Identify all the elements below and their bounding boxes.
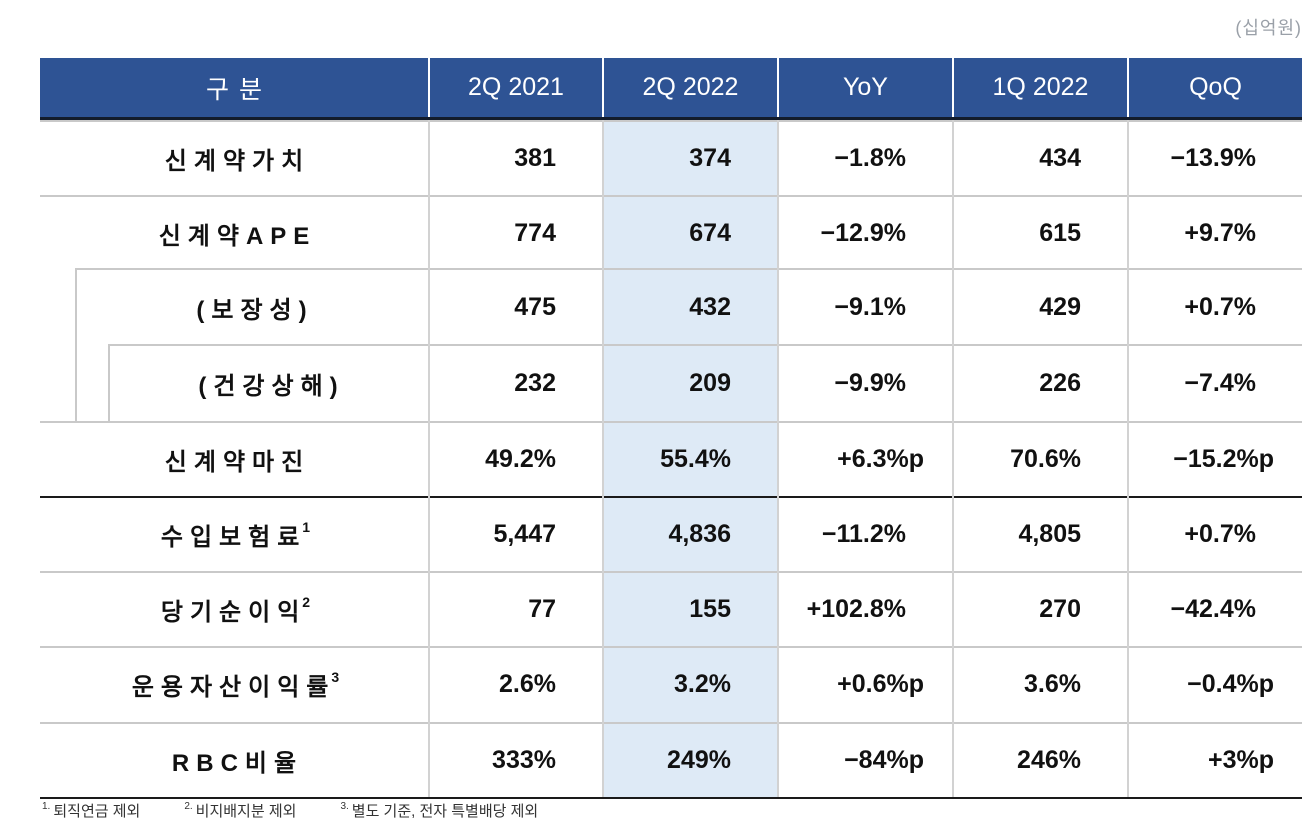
footnotes: 1. 퇴직연금 제외 2. 비지배지분 제외 3. 별도 기준, 전자 특별배당 제외 bbox=[42, 800, 538, 821]
row-label: 신계약마진 bbox=[164, 448, 311, 476]
unit-label: (십억원) bbox=[1235, 18, 1302, 38]
value-cell: −11.2% bbox=[821, 520, 906, 549]
value-cell: 475 bbox=[514, 293, 556, 322]
value-cell: −9.9% bbox=[834, 368, 906, 397]
value-cell: 333% bbox=[492, 745, 556, 774]
value-cell: 674 bbox=[689, 219, 731, 248]
footnote-item: 2. 비지배지분 제외 bbox=[184, 800, 296, 821]
value-cell: 155 bbox=[689, 595, 731, 624]
value-cell: 270 bbox=[1039, 595, 1081, 624]
value-cell: −13.9% bbox=[1170, 144, 1257, 173]
column-divider bbox=[952, 120, 954, 797]
value-cell: 381 bbox=[514, 144, 556, 173]
header-cell-1q2022: 1Q 2022 bbox=[952, 58, 1127, 117]
value-cell: −42.4% bbox=[1170, 595, 1257, 624]
row-label: (보장성) bbox=[196, 297, 314, 325]
row-label: 운용자산이익률 3 bbox=[131, 668, 340, 702]
table-row: 신계약가치 381 374 −1.8% 434 −13.9% bbox=[40, 120, 1302, 195]
footnote-item: 1. 퇴직연금 제외 bbox=[42, 800, 140, 821]
footnote-item: 3. 별도 기준, 전자 특별배당 제외 bbox=[340, 800, 538, 821]
footnote-marker: 2. bbox=[184, 801, 193, 812]
row-label: (건강상해) bbox=[198, 372, 345, 400]
row-label: RBC비율 bbox=[171, 749, 304, 777]
value-cell: +9.7% bbox=[1184, 219, 1256, 248]
value-cell: 374 bbox=[689, 144, 731, 173]
table-row: 신계약마진 49.2% 55.4% +6.3%p 70.6% −15.2%p bbox=[40, 420, 1302, 496]
value-cell: 246% bbox=[1017, 745, 1081, 774]
row-label: 신계약가치 bbox=[164, 148, 311, 176]
table-row: 당기순이익 2 77 155 +102.8% 270 −42.4% bbox=[40, 571, 1302, 646]
value-cell: +0.7% bbox=[1184, 520, 1256, 549]
financial-results-table: 구분 2Q 2021 2Q 2022 YoY 1Q 2022 QoQ 신계약가치… bbox=[40, 58, 1302, 799]
value-cell: 432 bbox=[689, 293, 731, 322]
table-header-row: 구분 2Q 2021 2Q 2022 YoY 1Q 2022 QoQ bbox=[40, 58, 1302, 120]
header-cell-qoq: QoQ bbox=[1127, 58, 1302, 117]
table-body: 신계약가치 381 374 −1.8% 434 −13.9% 신계약APE 774 674 −12… bbox=[40, 120, 1302, 799]
value-cell: 3.2% bbox=[674, 670, 731, 699]
value-cell: −0.4%p bbox=[1187, 670, 1274, 699]
value-cell: −9.1% bbox=[834, 293, 906, 322]
value-cell: 434 bbox=[1039, 144, 1081, 173]
value-cell: +0.6%p bbox=[837, 670, 924, 699]
value-cell: −15.2%p bbox=[1173, 444, 1274, 473]
value-cell: +0.7% bbox=[1184, 293, 1256, 322]
value-cell: −7.4% bbox=[1184, 368, 1256, 397]
column-divider bbox=[602, 120, 604, 797]
header-cell-category: 구분 bbox=[205, 75, 272, 104]
value-cell: 615 bbox=[1039, 219, 1081, 248]
value-cell: −1.8% bbox=[834, 144, 906, 173]
value-cell: 249% bbox=[667, 745, 731, 774]
value-cell: 55.4% bbox=[660, 444, 731, 473]
footnote-text: 별도 기준, 전자 특별배당 제외 bbox=[351, 803, 539, 820]
value-cell: 429 bbox=[1039, 293, 1081, 322]
highlighted-column-overlay bbox=[602, 120, 777, 797]
indent-bracket-line bbox=[108, 346, 110, 421]
footnote-marker: 3. bbox=[340, 801, 349, 812]
value-cell: −84%p bbox=[844, 745, 924, 774]
value-cell: 5,447 bbox=[493, 520, 556, 549]
value-cell: 2.6% bbox=[499, 670, 556, 699]
column-divider bbox=[428, 120, 430, 797]
column-divider bbox=[1127, 120, 1129, 797]
value-cell: 226 bbox=[1039, 368, 1081, 397]
value-cell: 4,836 bbox=[668, 520, 731, 549]
table-row: (보장성) 475 432 −9.1% 429 +0.7% bbox=[40, 268, 1302, 345]
header-cell-yoy: YoY bbox=[777, 58, 952, 117]
header-cell-2q2021: 2Q 2021 bbox=[428, 58, 602, 117]
table-row: 신계약APE 774 674 −12.9% 615 +9.7% bbox=[40, 195, 1302, 270]
value-cell: 209 bbox=[689, 368, 731, 397]
table-row: 운용자산이익률 3 2.6% 3.2% +0.6%p 3.6% −0.4%p bbox=[40, 646, 1302, 721]
footnote-text: 퇴직연금 제외 bbox=[53, 803, 141, 820]
indent-bracket-line bbox=[75, 270, 77, 421]
value-cell: 49.2% bbox=[485, 444, 556, 473]
row-label: 신계약APE bbox=[158, 223, 317, 251]
value-cell: 4,805 bbox=[1018, 520, 1081, 549]
column-divider bbox=[777, 120, 779, 797]
value-cell: +102.8% bbox=[806, 595, 906, 624]
value-cell: 232 bbox=[514, 368, 556, 397]
value-cell: 70.6% bbox=[1010, 444, 1081, 473]
row-label: 수입보험료 1 bbox=[160, 518, 311, 552]
value-cell: +3%p bbox=[1207, 745, 1274, 774]
header-cell-2q2022: 2Q 2022 bbox=[602, 58, 777, 117]
table-row: 수입보험료 1 5,447 4,836 −11.2% 4,805 +0.7% bbox=[40, 495, 1302, 571]
footnote-marker: 1. bbox=[42, 801, 51, 812]
value-cell: 77 bbox=[528, 595, 556, 624]
value-cell: −12.9% bbox=[820, 219, 907, 248]
footnote-text: 비지배지분 제외 bbox=[195, 803, 297, 820]
value-cell: 3.6% bbox=[1024, 670, 1081, 699]
table-row: (건강상해) 232 209 −9.9% 226 −7.4% bbox=[40, 343, 1302, 421]
value-cell: 774 bbox=[514, 219, 556, 248]
row-label: 당기순이익 2 bbox=[160, 593, 311, 627]
value-cell: +6.3%p bbox=[837, 444, 924, 473]
table-row: RBC비율 333% 249% −84%p 246% +3%p bbox=[40, 721, 1302, 797]
